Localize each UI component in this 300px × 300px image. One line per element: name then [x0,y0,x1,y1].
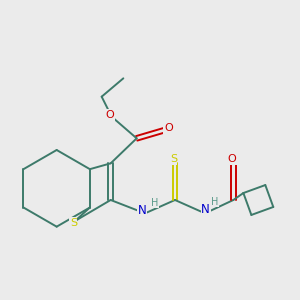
Text: O: O [227,154,236,164]
Text: H: H [151,198,158,208]
Text: O: O [164,123,173,133]
Text: H: H [211,197,219,207]
Text: N: N [201,203,210,217]
Text: O: O [106,110,114,120]
Text: S: S [70,218,77,228]
Text: S: S [170,154,177,164]
Text: N: N [138,204,147,217]
